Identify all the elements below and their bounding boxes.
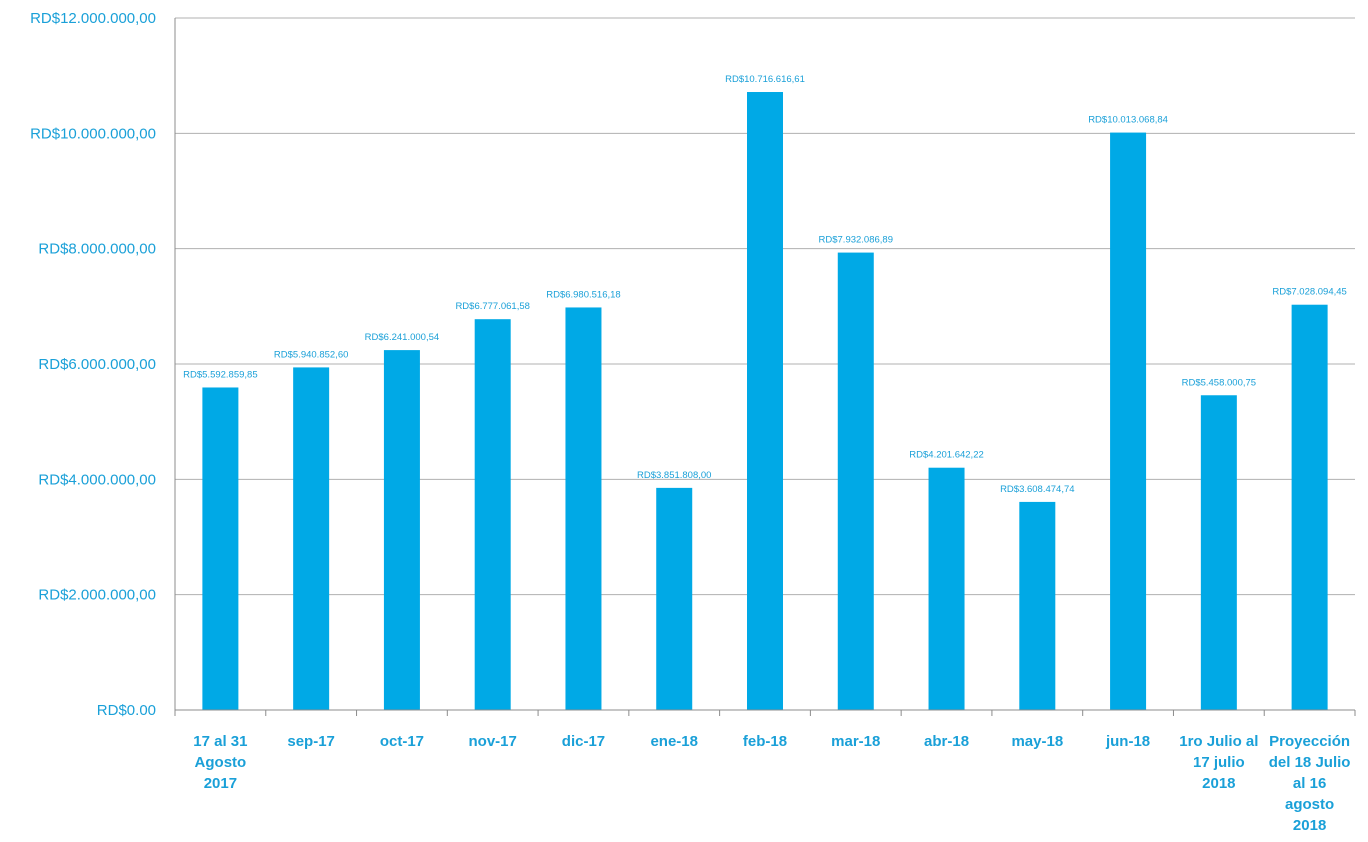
x-tick-label-line: jun-18 [1105, 733, 1150, 750]
y-axis-tick-labels: RD$0.00 RD$2.000.000,00 RD$4.000.000,00 RD$… [30, 10, 156, 719]
bar [1110, 132, 1147, 710]
x-tick-label-line: 2018 [1293, 817, 1326, 834]
bar [1019, 501, 1056, 710]
x-tick-label-line: may-18 [1011, 733, 1063, 750]
y-tick-label: RD$8.000.000,00 [38, 241, 156, 258]
x-tick-label-line: Agosto [195, 754, 247, 771]
bar [293, 367, 330, 710]
data-label: RD$3.608.474,74 [1000, 484, 1074, 495]
data-label: RD$6.777.061,58 [455, 301, 529, 312]
bar [928, 467, 965, 710]
x-tick-label: 17 al 31 Agosto 2017 [193, 733, 247, 792]
data-labels: RD$5.592.859,85 RD$5.940.852,60 RD$6.241.0… [183, 74, 1347, 495]
bar [474, 319, 511, 710]
x-tick-label-line: nov-17 [469, 733, 517, 750]
x-tick-label: may-18 [1011, 733, 1063, 750]
x-tick-label-line: Proyección [1269, 733, 1350, 750]
x-axis-category-labels: 17 al 31 Agosto 2017 sep-17 oct-17 nov-17 dic-… [193, 733, 1350, 834]
x-tick-label: oct-17 [380, 733, 424, 750]
data-label: RD$5.940.852,60 [274, 349, 348, 360]
x-tick-label: 1ro Julio al 17 julio 2018 [1179, 733, 1258, 792]
x-tick-label-line: al 16 [1293, 775, 1326, 792]
data-label: RD$3.851.808,00 [637, 470, 711, 481]
data-label: RD$6.241.000,54 [365, 332, 439, 343]
x-tick-label-line: agosto [1285, 796, 1334, 813]
y-tick-label: RD$2.000.000,00 [38, 587, 156, 604]
bar [383, 350, 420, 710]
data-label: RD$7.028.094,45 [1272, 287, 1346, 298]
x-tick-label: abr-18 [924, 733, 969, 750]
x-tick-label-line: ene-18 [650, 733, 698, 750]
bar [837, 252, 874, 710]
x-tick-label-line: 1ro Julio al [1179, 733, 1258, 750]
data-label: RD$5.458.000,75 [1182, 377, 1256, 388]
y-tick-label: RD$10.000.000,00 [30, 125, 156, 142]
y-tick-label: RD$4.000.000,00 [38, 471, 156, 488]
bar [656, 487, 693, 710]
x-tick-label-line: sep-17 [287, 733, 335, 750]
data-label: RD$6.980.516,18 [546, 289, 620, 300]
x-tick-label: dic-17 [562, 733, 605, 750]
x-tick-label-line: oct-17 [380, 733, 424, 750]
bar [747, 92, 783, 711]
x-tick-label-line: del 18 Julio [1269, 754, 1351, 771]
y-tick-label: RD$6.000.000,00 [38, 356, 156, 373]
x-tick-label-line: 17 al 31 [193, 733, 247, 750]
data-label: RD$5.592.859,85 [183, 369, 257, 380]
bar [1200, 395, 1237, 710]
x-tick-label-line: mar-18 [831, 733, 880, 750]
bar [202, 387, 239, 710]
x-tick-label: ene-18 [650, 733, 698, 750]
x-tick-label: nov-17 [469, 733, 517, 750]
bar [565, 307, 602, 710]
x-tick-label: feb-18 [743, 733, 787, 750]
bar [1291, 304, 1328, 710]
x-tick-label: mar-18 [831, 733, 880, 750]
x-tick-label-line: abr-18 [924, 733, 969, 750]
x-tick-label-line: 2018 [1202, 775, 1235, 792]
bars [202, 92, 1328, 711]
data-label: RD$10.716.616,61 [725, 74, 805, 85]
x-tick-label-line: 17 julio [1193, 754, 1245, 771]
x-tick-label-line: 2017 [204, 775, 237, 792]
data-label: RD$4.201.642,22 [909, 450, 983, 461]
data-label: RD$10.013.068,84 [1088, 115, 1168, 126]
x-tick-label: jun-18 [1105, 733, 1150, 750]
x-tick-label-line: feb-18 [743, 733, 787, 750]
y-tick-label: RD$0.00 [97, 702, 156, 719]
x-tick-label: Proyección del 18 Julio al 16 agosto 2018 [1269, 733, 1351, 834]
x-tick-label-line: dic-17 [562, 733, 605, 750]
data-label: RD$7.932.086,89 [819, 235, 893, 246]
x-tick-label: sep-17 [287, 733, 335, 750]
axes [174, 18, 1356, 716]
y-tick-label: RD$12.000.000,00 [30, 10, 156, 27]
